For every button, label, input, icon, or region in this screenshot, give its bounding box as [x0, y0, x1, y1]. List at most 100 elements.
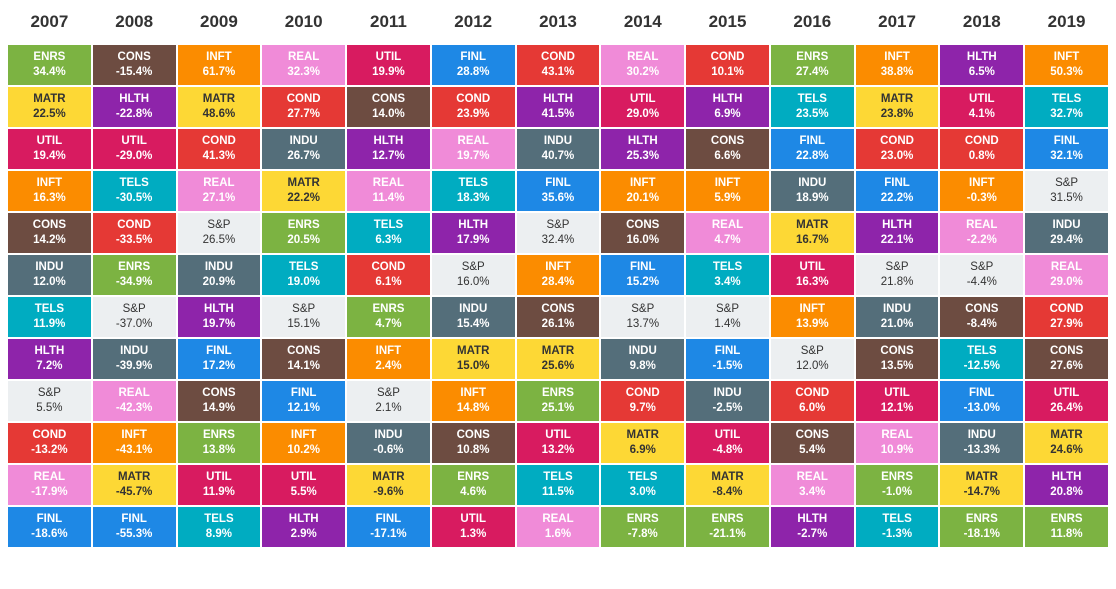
return-value: 15.1% — [287, 318, 320, 330]
return-value: 20.1% — [626, 192, 660, 204]
return-value: 7.2% — [36, 360, 63, 372]
sector-cell: INDU 21.0% — [854, 296, 940, 338]
return-value: 19.4% — [33, 150, 66, 162]
year-label: 2017 — [878, 12, 916, 31]
sector-cell: UTIL 19.4% — [7, 128, 92, 170]
return-value: 13.5% — [880, 360, 914, 372]
sector-cell: INFT -0.3% — [939, 170, 1025, 212]
sector-label: UTIL — [290, 471, 317, 483]
sector-label: INFT — [969, 177, 995, 189]
return-value: -13.3% — [963, 444, 1001, 456]
sector-label: ENRS — [287, 219, 320, 231]
sector-label: COND — [710, 51, 745, 63]
sector-label: HLTH — [1051, 471, 1082, 483]
year-label: 2015 — [708, 12, 747, 31]
sector-cell: TELS 3.4% — [685, 254, 770, 296]
return-value: 11.5% — [541, 486, 574, 498]
return-value: 4.7% — [375, 318, 402, 330]
return-value: 41.3% — [202, 150, 236, 162]
sector-label: COND — [286, 93, 321, 105]
return-value: 19.7% — [202, 318, 236, 330]
sector-cell: S&P 2.1% — [346, 380, 431, 422]
sector-label: COND — [201, 135, 236, 147]
return-value: 17.9% — [456, 234, 490, 246]
sector-cell: S&P 21.8% — [854, 254, 940, 296]
return-value: -7.8% — [627, 528, 658, 540]
sector-label: ENRS — [796, 51, 829, 63]
sector-cell: HLTH 6.9% — [685, 86, 770, 128]
return-value: 22.8% — [795, 150, 829, 162]
sector-cell: CONS 10.8% — [430, 422, 516, 464]
sector-label: COND — [1049, 303, 1084, 315]
sector-cell: COND -13.2% — [7, 422, 92, 464]
sector-label: INDU — [374, 429, 403, 441]
sector-cell: UTIL 11.9% — [176, 464, 262, 506]
year-column: COND 43.1% HLTH 41.5% INDU 40.7% FINL 35.6% S&P 3… — [515, 44, 601, 548]
sector-cell: TELS 18.3% — [430, 170, 516, 212]
return-value: 16.3% — [33, 192, 66, 204]
sector-cell: INDU 40.7% — [515, 128, 601, 170]
return-value: 11.9% — [33, 318, 66, 330]
return-value: 27.7% — [287, 108, 320, 120]
year-column: INFT 50.3% TELS 32.7% FINL 32.1% S&P 31.5% INDU 2… — [1024, 44, 1109, 548]
return-value: 35.6% — [541, 192, 575, 204]
sector-label: REAL — [966, 219, 998, 231]
return-value: 13.9% — [795, 318, 829, 330]
sector-cell: UTIL -29.0% — [91, 128, 177, 170]
sector-cell: TELS 11.9% — [7, 296, 92, 338]
sector-label: INDU — [967, 429, 996, 441]
sector-label: ENRS — [965, 513, 998, 525]
sector-label: MATR — [457, 345, 490, 357]
return-value: 12.1% — [287, 402, 320, 414]
return-value: -1.3% — [882, 528, 913, 540]
return-value: 12.1% — [880, 402, 914, 414]
sector-label: INFT — [1053, 51, 1080, 63]
sector-label: MATR — [1050, 429, 1083, 441]
return-value: 6.6% — [714, 150, 741, 162]
return-value: 15.2% — [626, 276, 660, 288]
sector-label: S&P — [37, 387, 61, 399]
sector-label: S&P — [122, 303, 146, 315]
return-value: 11.4% — [372, 192, 405, 204]
sector-label: UTIL — [36, 135, 63, 147]
sector-label: HLTH — [882, 219, 912, 231]
return-value: -37.0% — [115, 318, 153, 330]
sector-cell: COND 27.9% — [1024, 296, 1109, 338]
sector-label: CONS — [541, 303, 575, 315]
sector-label: COND — [541, 51, 575, 63]
return-value: -18.1% — [963, 528, 1001, 540]
return-value: 43.1% — [541, 66, 575, 78]
sector-cell: COND 6.0% — [769, 380, 855, 422]
sector-label: CONS — [710, 135, 745, 147]
return-value: 34.4% — [33, 66, 66, 78]
sector-label: S&P — [546, 219, 570, 231]
return-value: 41.5% — [541, 108, 575, 120]
sector-label: TELS — [373, 219, 404, 231]
sector-label: UTIL — [1053, 387, 1080, 399]
return-value: 25.1% — [541, 402, 575, 414]
return-value: 6.0% — [799, 402, 826, 414]
sector-cell: HLTH 12.7% — [346, 128, 431, 170]
sector-cell: TELS 23.5% — [769, 86, 855, 128]
sector-cell: CONS 27.6% — [1024, 338, 1109, 380]
sector-cell: INDU 12.0% — [7, 254, 92, 296]
sector-label: INFT — [375, 345, 402, 357]
sector-label: ENRS — [542, 387, 574, 399]
sector-label: REAL — [796, 471, 828, 483]
sector-label: S&P — [631, 303, 655, 315]
sector-cell: S&P 32.4% — [515, 212, 601, 254]
sector-cell: INFT 20.1% — [600, 170, 686, 212]
sector-label: ENRS — [1050, 513, 1083, 525]
sector-cell: HLTH 22.1% — [854, 212, 940, 254]
sector-label: FINL — [290, 387, 317, 399]
sector-cell: ENRS -18.1% — [939, 506, 1025, 548]
return-value: 18.3% — [456, 192, 490, 204]
return-value: 48.6% — [202, 108, 236, 120]
sector-cell: HLTH 19.7% — [176, 296, 262, 338]
sector-label: CONS — [456, 429, 490, 441]
sector-cell: ENRS -34.9% — [91, 254, 177, 296]
sector-cell: INFT -43.1% — [91, 422, 177, 464]
return-value: 22.2% — [287, 192, 320, 204]
return-value: 0.8% — [968, 150, 995, 162]
sector-cell: INFT 28.4% — [515, 254, 601, 296]
